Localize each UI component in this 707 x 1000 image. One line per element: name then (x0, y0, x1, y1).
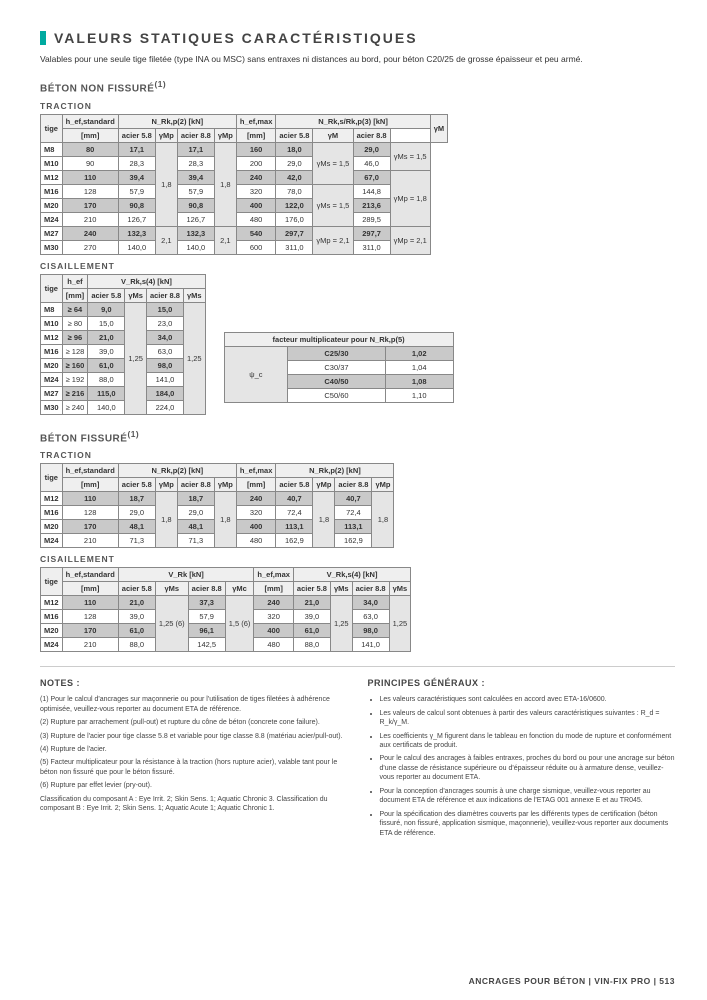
heading-fiss: BÉTON FISSURÉ(1) (40, 429, 675, 444)
table-factor: facteur multiplicateur pour N_Rk,p(5)ψ_c… (224, 332, 454, 403)
note-item: Classification du composant A : Eye Irri… (40, 795, 348, 814)
table-cisaill-fiss: tigeh_ef,standardV_Rk [kN]h_ef,maxV_Rk,s… (40, 567, 411, 652)
heading-traction-1: TRACTION (40, 101, 675, 111)
note-item: (6) Rupture par effet levier (pry-out). (40, 781, 348, 790)
page-title: VALEURS STATIQUES CARACTÉRISTIQUES (40, 30, 675, 46)
note-item: (4) Rupture de l'acier. (40, 745, 348, 754)
table-traction-fiss: tigeh_ef,standardN_Rk,p(2) [kN]h_ef,maxN… (40, 463, 394, 548)
principe-item: Pour la conception d'ancrages soumis à u… (380, 787, 676, 806)
principe-item: Les coefficients γ_M figurent dans le ta… (380, 732, 676, 751)
table-traction-nonfiss: tigeh_ef,standardN_Rk,p(2) [kN]h_ef,maxN… (40, 114, 448, 255)
note-item: (3) Rupture de l'acier pour tige classe … (40, 732, 348, 741)
principe-item: Pour la spécification des diamètres couv… (380, 810, 676, 838)
intro-text: Valables pour une seule tige filetée (ty… (40, 54, 675, 65)
principe-item: Pour le calcul des ancrages à faibles en… (380, 754, 676, 782)
note-item: (1) Pour le calcul d'ancrages sur maçonn… (40, 695, 348, 714)
note-item: (2) Rupture par arrachement (pull-out) e… (40, 718, 348, 727)
page-footer: ANCRAGES POUR BÉTON | VIN-FIX PRO | 513 (469, 976, 675, 986)
heading-cisaill-2: CISAILLEMENT (40, 554, 675, 564)
principes-block: PRINCIPES GÉNÉRAUX : Les valeurs caracté… (368, 677, 676, 842)
notes-block: NOTES : (1) Pour le calcul d'ancrages su… (40, 677, 348, 842)
table-cisaill-nonfiss: tigeh_efV_Rk,s(4) [kN][mm]acier 5.8γMsac… (40, 274, 206, 415)
principe-item: Les valeurs caractéristiques sont calcul… (380, 695, 676, 704)
heading-nonfiss: BÉTON NON FISSURÉ(1) (40, 79, 675, 94)
heading-cisaill-1: CISAILLEMENT (40, 261, 675, 271)
note-item: (5) Facteur multiplicateur pour la résis… (40, 758, 348, 777)
heading-traction-2: TRACTION (40, 450, 675, 460)
principe-item: Les valeurs de calcul sont obtenues à pa… (380, 709, 676, 728)
